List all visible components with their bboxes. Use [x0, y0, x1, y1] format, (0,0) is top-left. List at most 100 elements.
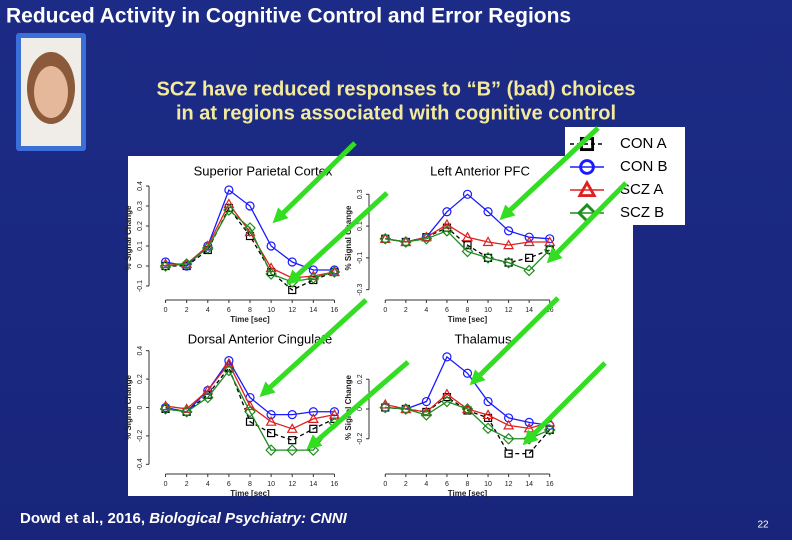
- subtitle: SCZ have reduced responses to “B” (bad) …: [156, 78, 635, 100]
- y-tick-label: -0.2: [137, 430, 144, 442]
- marker: [399, 236, 412, 248]
- x-tick-label: 16: [331, 307, 339, 314]
- marker: [224, 185, 234, 195]
- marker: [180, 258, 193, 270]
- chart-title: Thalamus: [454, 331, 512, 346]
- marker: [461, 231, 474, 242]
- y-tick-label: 0.4: [137, 181, 144, 191]
- marker: [286, 423, 298, 433]
- marker: [180, 405, 193, 418]
- y-tick-label: 0.3: [137, 201, 144, 211]
- x-axis-label: Time [sec]: [448, 489, 488, 498]
- x-tick-label: 6: [227, 481, 231, 488]
- marker: [504, 449, 513, 458]
- marker: [223, 357, 235, 368]
- marker: [223, 198, 235, 209]
- series-line: [165, 369, 335, 451]
- y-tick-label: 0: [137, 405, 144, 409]
- legend-label: SCZ A: [620, 181, 663, 198]
- y-tick-label: 0.3: [357, 189, 364, 199]
- x-tick-label: 4: [424, 307, 428, 314]
- marker: [265, 444, 277, 456]
- figure-panel: [128, 156, 633, 496]
- marker: [420, 232, 433, 245]
- y-axis-label: % Signal Change: [124, 205, 133, 270]
- slide-title: Reduced Activity in Cognitive Control an…: [6, 5, 571, 28]
- x-tick-label: 0: [164, 481, 168, 488]
- legend-label: CON A: [620, 135, 667, 152]
- chart: Superior Parietal Cortex -0.1 0 0.1 0.2 0.3 0.…: [124, 163, 341, 324]
- y-tick-label: -0.4: [137, 458, 144, 470]
- marker: [328, 266, 341, 278]
- marker: [287, 410, 297, 420]
- marker: [441, 218, 453, 229]
- x-tick-label: 4: [424, 481, 428, 488]
- citation-journal: Biological Psychiatry: CNNI: [149, 510, 347, 527]
- marker: [523, 264, 536, 277]
- x-tick-label: 10: [484, 481, 492, 488]
- citation: Dowd et al., 2016, Biological Psychiatry…: [20, 510, 348, 527]
- marker: [462, 189, 473, 199]
- y-axis-label: % Signal Change: [344, 205, 353, 270]
- x-tick-label: 12: [505, 307, 513, 314]
- marker: [442, 352, 452, 362]
- y-tick-label: 0.2: [137, 374, 144, 384]
- marker: [482, 409, 494, 420]
- legend-label: SCZ B: [620, 204, 664, 221]
- marker: [201, 391, 214, 404]
- arrows: [259, 126, 628, 450]
- marker: [420, 409, 433, 421]
- marker: [379, 233, 391, 243]
- marker: [266, 241, 276, 251]
- x-tick-label: 14: [309, 307, 317, 314]
- x-axis-label: Time [sec]: [230, 489, 270, 498]
- x-tick-label: 16: [546, 481, 554, 488]
- x-tick-label: 8: [248, 481, 252, 488]
- x-tick-label: 4: [206, 481, 210, 488]
- marker: [421, 396, 431, 407]
- marker: [503, 239, 515, 250]
- marker: [267, 428, 276, 438]
- x-tick-label: 10: [267, 481, 275, 488]
- marker: [524, 417, 534, 427]
- x-tick-label: 8: [466, 307, 470, 314]
- citation-authors: Dowd et al., 2016,: [20, 510, 149, 527]
- marker: [308, 265, 318, 275]
- series-line: [385, 400, 550, 440]
- marker: [399, 403, 412, 415]
- x-tick-label: 6: [227, 307, 231, 314]
- marker: [525, 449, 534, 458]
- marker: [482, 422, 494, 435]
- marker: [245, 201, 255, 211]
- marker: [502, 432, 515, 445]
- marker: [483, 396, 493, 407]
- chart-title: Left Anterior PFC: [430, 163, 530, 178]
- marker: [201, 242, 214, 254]
- x-tick-label: 12: [288, 481, 296, 488]
- marker: [181, 258, 193, 269]
- chart: Dorsal Anterior Cingulate -0.4 -0.2 0 0.2 0.4…: [124, 331, 341, 498]
- y-tick-label: 0: [357, 407, 364, 411]
- y-tick-label: -0.1: [137, 280, 144, 292]
- x-tick-label: 16: [331, 481, 339, 488]
- marker: [543, 423, 556, 436]
- marker: [286, 444, 299, 456]
- x-tick-label: 6: [445, 481, 449, 488]
- series-line: [385, 355, 550, 427]
- marker: [329, 265, 340, 275]
- marker: [461, 245, 474, 258]
- x-tick-label: 2: [404, 307, 408, 314]
- series-line: [385, 396, 551, 455]
- x-tick-label: 4: [206, 307, 210, 314]
- y-tick-label: -0.1: [357, 252, 364, 264]
- y-tick-label: 0.2: [137, 221, 144, 231]
- marker: [287, 257, 297, 267]
- marker: [223, 204, 235, 216]
- x-tick-label: 0: [164, 307, 168, 314]
- marker: [309, 424, 318, 433]
- marker: [482, 236, 494, 247]
- marker: [265, 268, 277, 280]
- marker: [266, 410, 276, 420]
- photo: [16, 33, 86, 151]
